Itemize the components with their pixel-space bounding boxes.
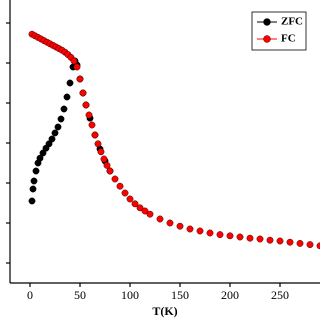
marker — [256, 235, 264, 243]
marker — [166, 219, 174, 227]
marker — [186, 225, 194, 233]
marker — [88, 121, 96, 129]
legend-marker — [263, 18, 271, 26]
marker — [70, 57, 78, 65]
marker — [306, 241, 314, 249]
marker — [32, 167, 40, 175]
legend-box — [251, 11, 307, 51]
marker — [30, 177, 38, 185]
marker — [60, 105, 68, 113]
marker — [246, 234, 254, 242]
marker — [111, 175, 119, 183]
marker — [66, 79, 74, 87]
marker — [79, 89, 87, 97]
marker — [156, 215, 164, 223]
x-tick-label: 150 — [171, 288, 189, 302]
marker — [236, 233, 244, 241]
marker — [82, 101, 90, 109]
legend-label: FC — [281, 33, 296, 45]
marker — [286, 238, 294, 246]
x-tick-label: 50 — [74, 288, 86, 302]
x-tick-label: 0 — [27, 288, 33, 302]
marker — [73, 63, 81, 71]
marker — [206, 229, 214, 237]
marker — [103, 161, 111, 169]
marker — [196, 227, 204, 235]
marker — [94, 140, 102, 148]
marker — [76, 75, 84, 83]
marker — [91, 131, 99, 139]
marker — [36, 154, 44, 162]
legend-label: ZFC — [281, 16, 303, 28]
marker — [176, 222, 184, 230]
marker — [39, 149, 47, 157]
marker — [48, 135, 56, 143]
marker — [226, 232, 234, 240]
marker — [106, 167, 114, 175]
x-tick-label: 250 — [271, 288, 289, 302]
marker — [28, 197, 36, 205]
marker — [146, 210, 154, 218]
marker — [121, 189, 129, 197]
marker — [131, 200, 139, 208]
marker — [63, 93, 71, 101]
marker — [85, 111, 93, 119]
marker — [266, 236, 274, 244]
marker — [45, 140, 53, 148]
x-tick-label: 200 — [221, 288, 239, 302]
marker — [276, 237, 284, 245]
marker — [216, 231, 224, 239]
x-axis-label: T(K) — [152, 304, 177, 318]
marker — [126, 195, 134, 203]
legend-marker — [263, 35, 271, 43]
marker — [54, 123, 62, 131]
marker — [136, 204, 144, 212]
marker — [57, 115, 65, 123]
marker — [97, 148, 105, 156]
marker — [29, 185, 37, 193]
marker — [141, 207, 149, 215]
x-tick-label: 100 — [121, 288, 139, 302]
marker — [100, 155, 108, 163]
marker — [116, 182, 124, 190]
marker — [51, 129, 59, 137]
marker — [296, 239, 304, 247]
